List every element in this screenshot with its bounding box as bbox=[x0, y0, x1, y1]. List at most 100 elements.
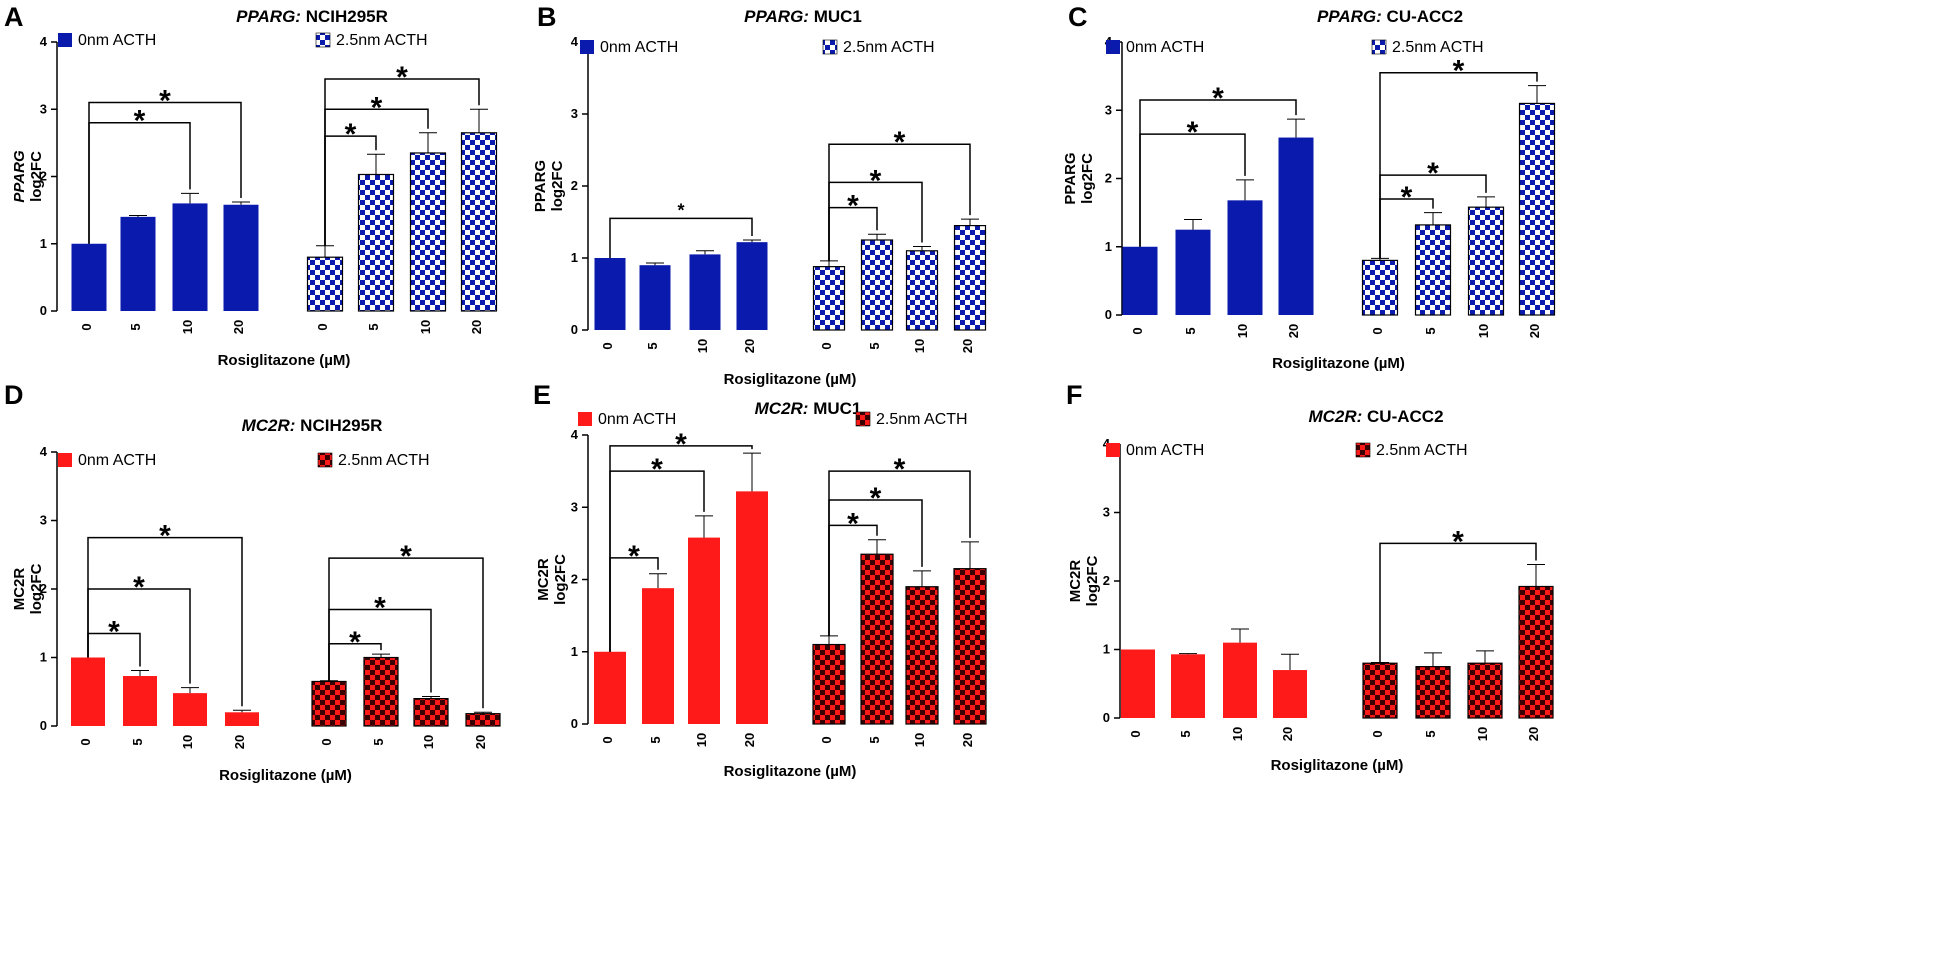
legend-label: 2.5nm ACTH bbox=[336, 32, 428, 49]
significance-bracket bbox=[828, 524, 878, 636]
y-tick-label: 0 bbox=[1105, 307, 1112, 322]
significance-star: * bbox=[677, 200, 684, 220]
bar bbox=[1414, 224, 1452, 316]
significance-star: * bbox=[1452, 525, 1464, 558]
x-tick-label: 0 bbox=[819, 736, 834, 743]
x-tick-label: 10 bbox=[1475, 727, 1490, 741]
bar bbox=[71, 243, 107, 311]
x-tick-label: 0 bbox=[1128, 730, 1143, 737]
bar bbox=[1171, 654, 1205, 718]
y-tick-label: 1 bbox=[571, 644, 578, 659]
x-axis-label: Rosiglitazone (µM) bbox=[1272, 355, 1405, 372]
y-tick-label: 1 bbox=[1105, 239, 1112, 254]
y-tick-label: 2 bbox=[1105, 171, 1112, 186]
bar bbox=[306, 256, 344, 312]
y-tick-label: 0 bbox=[40, 718, 47, 733]
chart-title: MC2R: CU-ACC2 bbox=[1308, 407, 1443, 426]
panel-e: E MC2R: MUC1 MC2R log2FC 0 1 2 3 4 0nm ACTH 2.5nm … bbox=[533, 380, 987, 780]
legend-swatch bbox=[315, 32, 331, 48]
significance-bracket bbox=[87, 632, 141, 667]
bar bbox=[953, 225, 987, 331]
bar bbox=[173, 693, 207, 726]
y-tick-label: 0 bbox=[1103, 710, 1110, 725]
significance-bracket bbox=[828, 206, 878, 261]
x-tick-label: 20 bbox=[742, 339, 757, 353]
bar bbox=[1122, 246, 1158, 315]
bar bbox=[465, 713, 501, 727]
bar bbox=[1467, 206, 1505, 316]
chart-title: MC2R: NCIH295R bbox=[242, 416, 383, 435]
y-tick-label: 4 bbox=[571, 427, 579, 442]
bar bbox=[953, 568, 987, 725]
x-tick-label: 5 bbox=[648, 736, 663, 743]
y-tick-label: 4 bbox=[40, 444, 48, 459]
bar bbox=[409, 152, 447, 312]
legend-swatch bbox=[1106, 40, 1120, 54]
x-tick-label: 0 bbox=[79, 323, 94, 330]
x-tick-label: 20 bbox=[960, 339, 975, 353]
x-axis-label: Rosiglitazone (µM) bbox=[218, 352, 351, 369]
significance-star: * bbox=[133, 571, 145, 604]
y-axis-label-unit: log2FC bbox=[1084, 555, 1101, 606]
x-tick-label: 10 bbox=[1476, 324, 1491, 338]
y-tick-label: 3 bbox=[40, 513, 47, 528]
legend-swatch bbox=[58, 453, 72, 467]
x-tick-label: 10 bbox=[1235, 324, 1250, 338]
significance-star: * bbox=[1187, 116, 1199, 149]
significance-star: * bbox=[870, 164, 882, 197]
x-tick-label: 10 bbox=[695, 339, 710, 353]
legend-label: 2.5nm ACTH bbox=[1392, 39, 1484, 56]
significance-star: * bbox=[374, 592, 386, 625]
bar bbox=[225, 712, 259, 726]
significance-bracket bbox=[88, 121, 191, 244]
bar bbox=[123, 675, 157, 726]
y-axis-label-unit: log2FC bbox=[552, 554, 569, 605]
significance-star: * bbox=[870, 482, 882, 515]
x-tick-label: 10 bbox=[912, 733, 927, 747]
y-tick-label: 4 bbox=[571, 34, 579, 49]
y-axis-label-gene: MC2R bbox=[11, 568, 28, 611]
x-axis-label: Rosiglitazone (µM) bbox=[724, 763, 857, 780]
significance-bracket bbox=[609, 557, 659, 652]
significance-star: * bbox=[371, 91, 383, 124]
legend-swatch bbox=[1371, 39, 1387, 55]
significance-bracket bbox=[1139, 99, 1297, 247]
significance-bracket bbox=[328, 643, 382, 681]
legend-label: 0nm ACTH bbox=[78, 452, 156, 469]
significance-star: * bbox=[1427, 157, 1439, 190]
legend-swatch bbox=[1106, 443, 1120, 457]
legend-label: 0nm ACTH bbox=[78, 32, 156, 49]
x-tick-label: 5 bbox=[645, 342, 660, 349]
y-tick-label: 2 bbox=[571, 178, 578, 193]
bar bbox=[736, 242, 768, 330]
x-tick-label: 20 bbox=[232, 735, 247, 749]
legend-label: 0nm ACTH bbox=[1126, 39, 1204, 56]
significance-bracket bbox=[828, 470, 971, 636]
significance-bracket bbox=[609, 217, 753, 258]
x-tick-label: 0 bbox=[819, 342, 834, 349]
bar bbox=[71, 657, 105, 726]
bar bbox=[639, 265, 671, 330]
y-tick-label: 3 bbox=[571, 106, 578, 121]
significance-bracket bbox=[88, 101, 242, 244]
bar bbox=[1121, 649, 1155, 718]
x-tick-label: 10 bbox=[694, 733, 709, 747]
y-tick-label: 1 bbox=[571, 250, 578, 265]
significance-star: * bbox=[894, 453, 906, 486]
x-tick-label: 0 bbox=[78, 738, 93, 745]
panel-d: D MC2R: NCIH295R MC2R log2FC 0 1 2 3 4 0nm ACTH 2.… bbox=[4, 380, 501, 784]
panel-b: B PPARG: MUC1 PPARG log2FC 0 1 2 3 4 0nm ACTH 2.5n… bbox=[532, 2, 987, 388]
significance-star: * bbox=[1212, 82, 1224, 115]
y-tick-label: 4 bbox=[40, 34, 48, 49]
significance-bracket bbox=[1379, 71, 1538, 259]
y-axis-label-unit: log2FC bbox=[28, 563, 45, 614]
significance-star: * bbox=[1453, 55, 1465, 88]
y-axis-label-gene: MC2R bbox=[1067, 560, 1084, 603]
significance-bracket bbox=[87, 588, 191, 684]
panel-letter: B bbox=[537, 2, 557, 32]
bar bbox=[1467, 662, 1503, 719]
bar bbox=[1278, 137, 1314, 315]
